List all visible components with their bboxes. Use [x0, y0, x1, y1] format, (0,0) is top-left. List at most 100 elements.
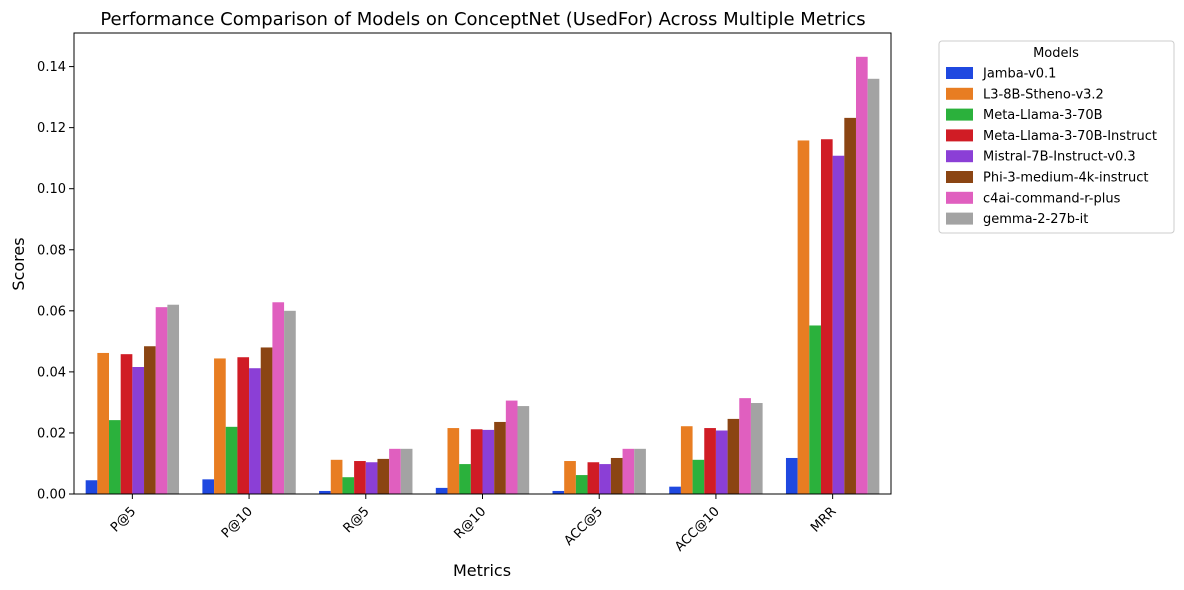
- bar: [482, 429, 495, 494]
- legend-label: Mistral-7B-Instruct-v0.3: [983, 150, 1136, 165]
- y-tick-label: 0.02: [37, 426, 66, 441]
- y-tick-label: 0.00: [37, 488, 66, 503]
- x-tick-label: P@10: [219, 504, 256, 541]
- y-axis-title: Scores: [9, 237, 28, 290]
- bar: [459, 464, 471, 494]
- bar: [832, 155, 845, 495]
- legend-label: gemma-2-27b-it: [983, 212, 1088, 227]
- legend-label: L3-8B-Stheno-v3.2: [983, 87, 1104, 102]
- bar: [109, 420, 121, 494]
- bar: [365, 462, 378, 494]
- bar: [284, 310, 296, 494]
- bar: [820, 139, 833, 495]
- plot-frame: [73, 32, 892, 495]
- legend-label: Jamba-v0.1: [982, 67, 1056, 82]
- legend-label: Phi-3-medium-4k-instruct: [983, 171, 1149, 186]
- axes-layer: [73, 32, 892, 495]
- bar: [272, 302, 285, 494]
- y-tick-label: 0.12: [37, 121, 66, 136]
- x-tick-label: P@5: [108, 504, 139, 535]
- legend-label: Meta-Llama-3-70B: [983, 108, 1103, 123]
- y-tick-label: 0.06: [37, 304, 66, 319]
- legend-swatch: [946, 212, 973, 225]
- bar: [144, 346, 156, 494]
- bar: [855, 56, 868, 495]
- legend: Models Jamba-v0.1 L3-8B-Stheno-v3.2 Meta-L…: [938, 40, 1175, 234]
- legend-swatch: [946, 150, 973, 163]
- bar: [797, 140, 810, 494]
- bar: [202, 479, 215, 494]
- bar: [400, 448, 413, 494]
- bar: [739, 398, 751, 494]
- bar: [237, 357, 250, 494]
- bar: [505, 400, 518, 494]
- bar: [575, 475, 588, 494]
- bar: [167, 304, 180, 494]
- chart-title: Performance Comparison of Models on Conc…: [100, 9, 865, 30]
- bar: [435, 487, 448, 494]
- bar: [704, 428, 716, 494]
- bar: [214, 358, 226, 494]
- legend-swatch: [946, 129, 973, 142]
- bar: [330, 459, 343, 494]
- x-tick-label: R@10: [451, 504, 489, 542]
- bar: [354, 461, 366, 494]
- bars-layer: [85, 56, 880, 495]
- bar: [517, 406, 530, 494]
- bar: [494, 421, 506, 494]
- bar: [120, 354, 133, 494]
- legend-swatch: [946, 191, 973, 204]
- legend-label: c4ai-command-r-plus: [983, 191, 1121, 206]
- x-axis-title: Metrics: [453, 561, 511, 580]
- bar: [680, 426, 693, 494]
- bar: [692, 459, 705, 494]
- bar: [715, 430, 728, 494]
- x-tick-label: ACC@5: [561, 504, 606, 549]
- bar: [225, 426, 238, 494]
- x-tick-label: MRR: [808, 504, 839, 535]
- bar: [610, 457, 623, 494]
- bar: [750, 403, 763, 494]
- bar: [785, 457, 798, 494]
- bar: [867, 78, 880, 494]
- bar: [447, 428, 460, 494]
- legend-label: Meta-Llama-3-70B-Instruct: [983, 129, 1157, 144]
- x-tick-label: R@5: [341, 504, 373, 536]
- bar: [389, 448, 401, 494]
- legend-swatch: [946, 87, 973, 100]
- bar: [599, 464, 611, 494]
- bar: [249, 368, 261, 494]
- legend-frame: [938, 40, 1175, 234]
- bar: [727, 418, 740, 494]
- y-ticks: 0.00 0.02 0.04 0.06 0.08 0.10 0.12 0.14: [37, 60, 74, 503]
- bar: [470, 429, 483, 494]
- x-ticks: P@5 P@10 R@5 R@10 ACC@5 ACC@10 MRR: [108, 494, 839, 555]
- bar: [564, 461, 576, 494]
- legend-swatch: [946, 67, 973, 79]
- bar: [377, 458, 390, 494]
- legend-swatch: [946, 171, 973, 183]
- bar: [809, 325, 821, 494]
- y-tick-label: 0.08: [37, 243, 66, 258]
- bar: [844, 117, 856, 495]
- bar: [97, 352, 110, 494]
- bar: [552, 490, 565, 494]
- x-tick-label: ACC@10: [672, 504, 722, 554]
- legend-swatch: [946, 108, 973, 121]
- bar: [342, 477, 355, 494]
- y-tick-label: 0.10: [37, 182, 66, 197]
- bar: [669, 486, 681, 494]
- bar: [132, 367, 145, 494]
- y-tick-label: 0.04: [37, 365, 66, 380]
- bar: [622, 448, 635, 494]
- bar: [634, 448, 646, 494]
- legend-title: Models: [1033, 46, 1079, 61]
- bar: [587, 462, 600, 494]
- bar: [155, 307, 168, 494]
- bar: [319, 490, 331, 494]
- y-tick-label: 0.14: [37, 60, 66, 75]
- bar: [85, 480, 98, 494]
- bar: [260, 347, 273, 494]
